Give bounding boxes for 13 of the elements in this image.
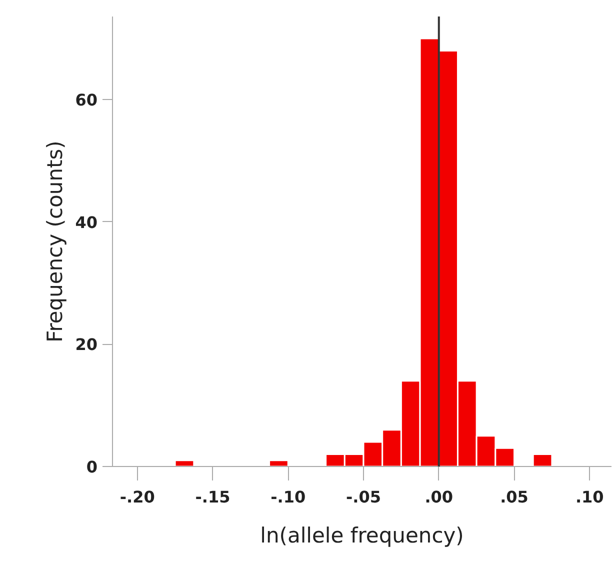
- x-tick-label: -.10: [270, 488, 306, 506]
- x-tick-label: -.05: [346, 488, 381, 506]
- x-tick-label: -.15: [195, 488, 230, 506]
- y-tick-label: 0: [86, 458, 98, 476]
- x-tick-label: .00: [424, 488, 454, 506]
- x-axis-title: ln(allele frequency): [260, 524, 464, 548]
- y-axis-title: Frequency (counts): [43, 140, 68, 342]
- x-tick-label: .05: [500, 488, 528, 506]
- x-tick-label: .10: [575, 488, 604, 506]
- y-tick-label: 60: [75, 90, 98, 110]
- x-tick-label: -.20: [120, 488, 155, 506]
- y-tick-label: 40: [75, 212, 98, 232]
- y-tick-label: 20: [75, 335, 98, 354]
